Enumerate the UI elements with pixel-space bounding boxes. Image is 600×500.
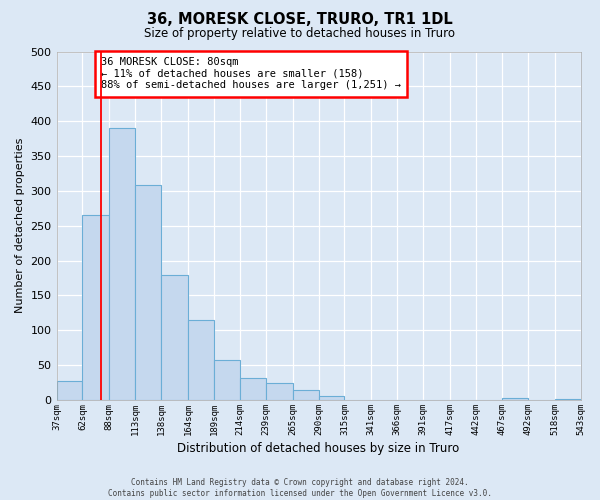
Text: Contains HM Land Registry data © Crown copyright and database right 2024.
Contai: Contains HM Land Registry data © Crown c… — [108, 478, 492, 498]
Text: 36 MORESK CLOSE: 80sqm
← 11% of detached houses are smaller (158)
88% of semi-de: 36 MORESK CLOSE: 80sqm ← 11% of detached… — [101, 57, 401, 90]
Bar — [502, 398, 527, 400]
Bar — [293, 390, 319, 400]
Y-axis label: Number of detached properties: Number of detached properties — [15, 138, 25, 314]
Bar — [135, 186, 161, 400]
Text: Size of property relative to detached houses in Truro: Size of property relative to detached ho… — [145, 28, 455, 40]
Bar — [161, 274, 188, 400]
Bar — [554, 398, 581, 400]
Bar — [82, 216, 109, 400]
Bar — [214, 360, 240, 400]
Bar — [56, 380, 82, 400]
Text: 36, MORESK CLOSE, TRURO, TR1 1DL: 36, MORESK CLOSE, TRURO, TR1 1DL — [147, 12, 453, 28]
Bar — [188, 320, 214, 400]
Bar — [240, 378, 266, 400]
Bar — [266, 382, 293, 400]
Bar — [109, 128, 135, 400]
Bar — [319, 396, 344, 400]
X-axis label: Distribution of detached houses by size in Truro: Distribution of detached houses by size … — [178, 442, 460, 455]
